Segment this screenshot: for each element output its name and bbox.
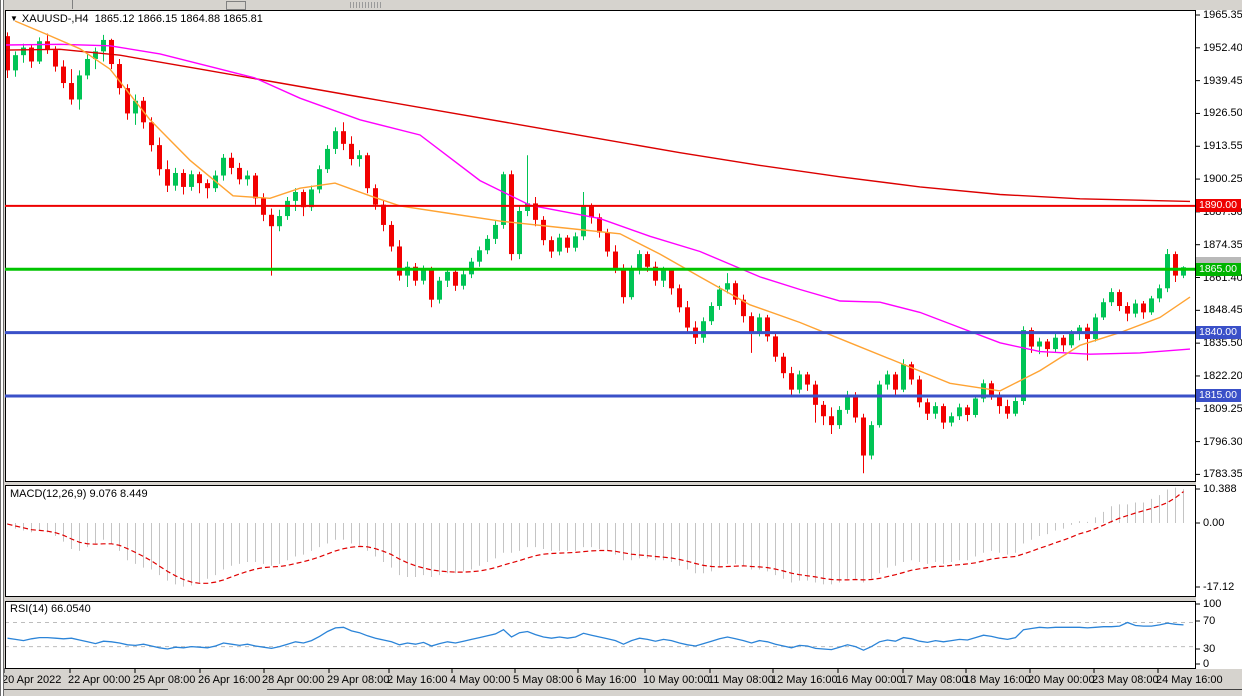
- toolbar-remnant: [0, 0, 1242, 10]
- toolbar-dots: [350, 2, 383, 8]
- price-axis-label: 1939.45: [1203, 74, 1242, 87]
- time-axis-label: 4 May 00:00: [450, 674, 511, 686]
- price-axis-label: 1822.20: [1203, 369, 1242, 382]
- last-price-badge: [1196, 257, 1241, 268]
- time-axis-label: 16 May 00:00: [836, 674, 903, 686]
- time-axis-label: 17 May 08:00: [901, 674, 968, 686]
- price-axis-label: 1835.50: [1203, 337, 1242, 350]
- rsi-pane[interactable]: [5, 601, 1196, 669]
- price-axis-label: 1913.55: [1203, 140, 1242, 153]
- status-bar-line: [267, 689, 1242, 690]
- time-axis-label: 11 May 08:00: [708, 674, 774, 686]
- macd-axis-label: -17.12: [1203, 581, 1235, 593]
- time-axis-label: 25 Apr 08:00: [133, 674, 196, 686]
- price-axis-label: 1809.25: [1203, 402, 1242, 415]
- time-axis-label: 5 May 08:00: [513, 674, 574, 686]
- price-level-badge-1840: 1840.00: [1196, 326, 1241, 340]
- toolbar-box: [226, 1, 246, 10]
- time-axis-label: 6 May 16:00: [576, 674, 637, 686]
- chart-collapse-icon[interactable]: ▼: [10, 14, 18, 23]
- status-bar-edge: [0, 687, 1242, 696]
- price-axis-label: 1952.40: [1203, 41, 1242, 54]
- time-axis-label: 29 Apr 08:00: [327, 674, 390, 686]
- price-axis-label: 1900.25: [1203, 173, 1242, 186]
- price-level-badge-1815: 1815.00: [1196, 389, 1241, 403]
- chart-title: ▼ XAUUSD-,H4 1865.12 1866.15 1864.88 1865…: [10, 13, 263, 25]
- time-axis-label: 28 Apr 00:00: [262, 674, 325, 686]
- time-axis-label: 23 May 08:00: [1092, 674, 1159, 686]
- rsi-axis-label: 0: [1203, 658, 1210, 670]
- time-axis-label: 26 Apr 16:00: [198, 674, 261, 686]
- rsi-title: RSI(14) 66.0540: [10, 603, 91, 615]
- price-axis-label: 1926.50: [1203, 107, 1242, 120]
- time-axis-label: 12 May 16:00: [771, 674, 838, 686]
- time-axis-label: 2 May 16:00: [387, 674, 448, 686]
- macd-pane[interactable]: [5, 485, 1196, 597]
- macd-title: MACD(12,26,9) 9.076 8.449: [10, 488, 148, 500]
- macd-axis-label: 0.00: [1203, 517, 1225, 529]
- price-axis-label: 1874.35: [1203, 238, 1242, 251]
- price-axis-label: 1783.35: [1203, 468, 1242, 481]
- rsi-axis-label: 30: [1203, 643, 1216, 655]
- price-axis-label: 1965.35: [1203, 9, 1242, 21]
- price-axis-label: 1848.45: [1203, 304, 1242, 317]
- price-level-badge-1890: 1890.00: [1196, 199, 1241, 213]
- rsi-axis-label: 100: [1203, 598, 1222, 610]
- time-axis-label: 20 May 00:00: [1028, 674, 1095, 686]
- price-axis-label: 1796.30: [1203, 435, 1242, 448]
- time-axis-label: 10 May 00:00: [643, 674, 710, 686]
- macd-axis-label: 10.388: [1203, 483, 1237, 495]
- time-axis-label: 24 May 16:00: [1156, 674, 1223, 686]
- toolbar-separator: [72, 0, 73, 9]
- time-axis-label: 18 May 16:00: [964, 674, 1031, 686]
- rsi-axis-label: 70: [1203, 615, 1216, 627]
- symbol-timeframe: XAUUSD-,H4: [21, 13, 89, 25]
- status-bar-line: [0, 689, 168, 690]
- time-axis-label: 22 Apr 00:00: [68, 674, 131, 686]
- price-level-badge-1865: 1865.00: [1196, 262, 1241, 276]
- time-axis-label: 20 Apr 2022: [2, 674, 62, 686]
- ohlc-values: 1865.12 1866.15 1864.88 1865.81: [94, 13, 263, 25]
- window-left-edge: [0, 0, 4, 696]
